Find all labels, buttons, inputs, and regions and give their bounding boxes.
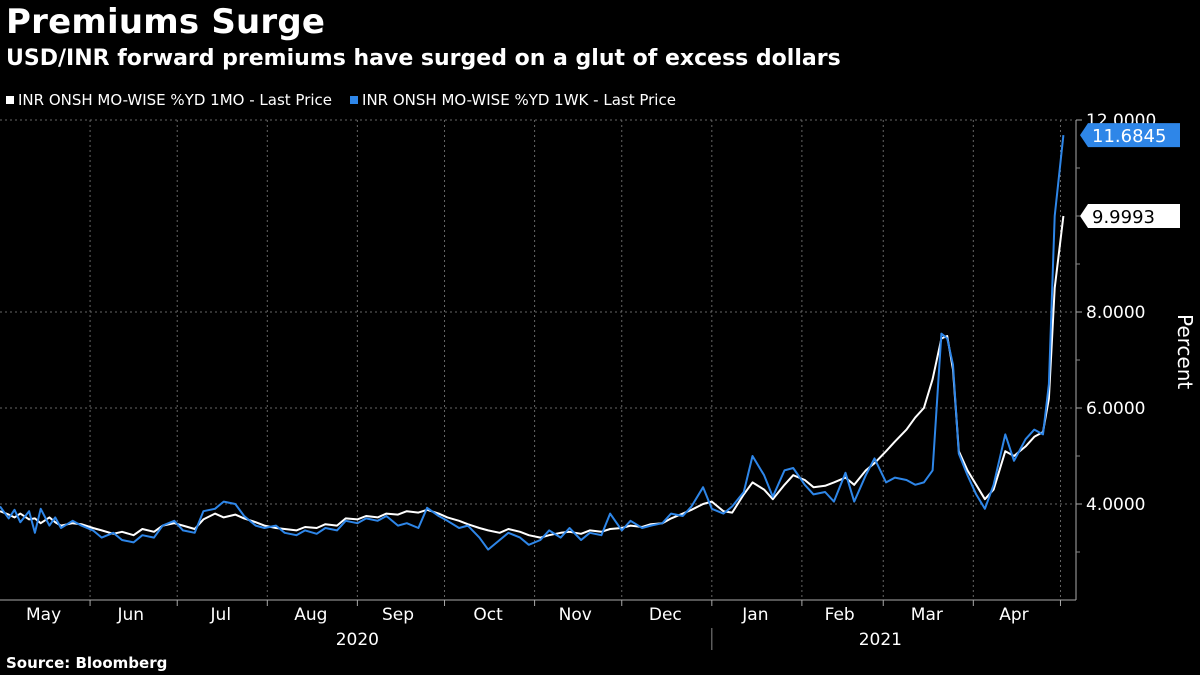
last-value-label-1mo: 9.9993 <box>1092 207 1155 228</box>
x-tick-label: Jun <box>116 605 144 625</box>
x-tick-label: Aug <box>294 605 327 625</box>
chart-subtitle: USD/INR forward premiums have surged on … <box>6 46 841 71</box>
legend-swatch-1mo <box>6 96 14 104</box>
year-label: 2021 <box>859 630 902 650</box>
last-value-flag-1mo <box>1080 204 1180 229</box>
chart-title: Premiums Surge <box>6 2 326 42</box>
x-tick-label: Feb <box>825 605 855 625</box>
year-label: 2020 <box>336 630 379 650</box>
legend: INR ONSH MO-WISE %YD 1MO - Last Price IN… <box>6 91 676 109</box>
x-tick-label: Nov <box>559 605 592 625</box>
legend-label-1wk: INR ONSH MO-WISE %YD 1WK - Last Price <box>362 91 676 109</box>
x-tick-label: Jul <box>210 605 232 625</box>
legend-swatch-1wk <box>350 96 359 104</box>
series-line-1wk <box>0 134 1065 551</box>
x-tick-label: Apr <box>999 605 1028 625</box>
y-axis-label: Percent <box>1173 314 1197 389</box>
last-value-label-1wk: 11.6845 <box>1092 126 1166 147</box>
last-value-flag-1wk <box>1080 123 1180 148</box>
x-tick-label: Mar <box>911 605 943 625</box>
x-tick-label: Dec <box>649 605 682 625</box>
legend-label-1mo: INR ONSH MO-WISE %YD 1MO - Last Price <box>18 91 333 109</box>
legend-item-1wk: INR ONSH MO-WISE %YD 1WK - Last Price <box>350 91 676 109</box>
x-tick-label: May <box>26 605 61 625</box>
x-tick-label: Jan <box>741 605 768 625</box>
legend-item-1mo: INR ONSH MO-WISE %YD 1MO - Last Price <box>6 91 332 109</box>
source-note: Source: Bloomberg <box>6 654 168 672</box>
y-tick-label: 8.0000 <box>1086 303 1145 323</box>
x-tick-label: Sep <box>382 605 414 625</box>
y-tick-label: 4.0000 <box>1086 495 1145 515</box>
series-line-1mo <box>0 215 1065 539</box>
x-tick-label: Oct <box>473 605 503 625</box>
y-tick-label: 6.0000 <box>1086 399 1145 419</box>
